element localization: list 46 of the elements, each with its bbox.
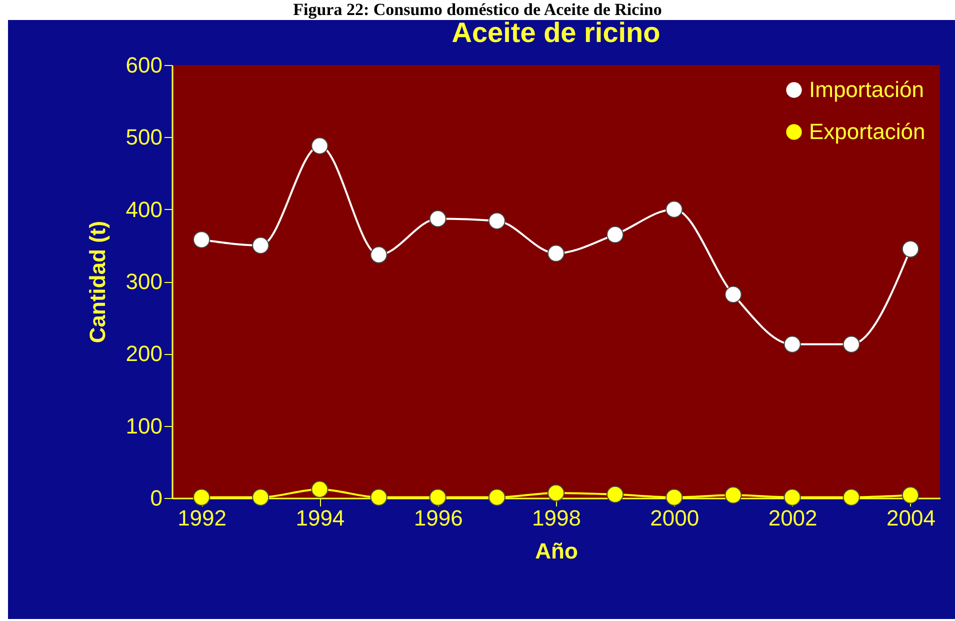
x-tick-label: 1994 <box>296 506 345 530</box>
y-tick-label: 100 <box>126 413 162 438</box>
point <box>784 488 801 506</box>
point <box>784 336 801 353</box>
x-axis-title: Año <box>535 538 578 564</box>
text: Figura 22: Consumo doméstico de Aceite de Ricino <box>292 0 663 20</box>
point <box>724 286 742 304</box>
point <box>842 488 860 506</box>
point <box>370 246 388 264</box>
point <box>902 486 920 504</box>
point <box>429 210 446 228</box>
point <box>370 488 388 506</box>
point <box>311 480 328 498</box>
y-tick-label: 0 <box>150 486 162 510</box>
point <box>488 488 506 506</box>
y-tick-label: 300 <box>126 269 162 294</box>
point <box>311 137 328 154</box>
point <box>547 484 565 502</box>
chart-title: Aceite de ricino <box>452 17 660 48</box>
x-tick-label: 1996 <box>414 506 463 530</box>
legend-label: Importación <box>809 77 924 102</box>
point <box>902 240 920 258</box>
x-tick-label: 1992 <box>178 506 227 530</box>
point <box>488 212 506 230</box>
point <box>192 231 210 248</box>
x-tick-label: 1998 <box>532 506 581 530</box>
point <box>606 486 624 503</box>
y-tick-label: 500 <box>126 124 162 150</box>
y-tick-label: 600 <box>126 52 162 78</box>
point <box>724 486 742 504</box>
y-axis-title: Cantidad (t) <box>84 220 110 344</box>
point <box>252 236 270 254</box>
point <box>606 226 624 244</box>
x-tick-label: 2000 <box>650 506 700 530</box>
point <box>192 488 210 506</box>
point <box>252 488 270 506</box>
x-tick-label: 2002 <box>768 506 818 530</box>
point <box>666 200 683 218</box>
point <box>429 488 446 506</box>
x-tick-label: 2004 <box>886 506 936 530</box>
point <box>547 244 565 262</box>
y-tick-label: 400 <box>126 196 162 222</box>
point <box>842 336 860 353</box>
y-tick-label: 200 <box>126 341 162 366</box>
legend-label: Exportación <box>809 119 926 144</box>
point <box>666 488 683 506</box>
